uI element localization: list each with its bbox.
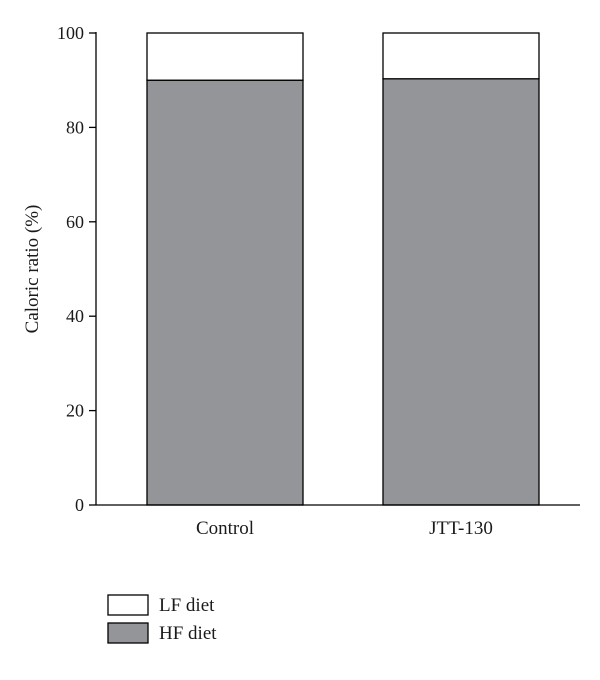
y-tick-label: 20	[66, 401, 84, 421]
y-tick-label: 80	[66, 117, 84, 137]
x-category-label: Control	[196, 518, 254, 539]
legend-label: LF diet	[159, 595, 215, 616]
y-tick-label: 100	[57, 23, 84, 43]
y-axis-label: Caloric ratio (%)	[22, 205, 43, 334]
bar-segment-lf-diet	[382, 32, 540, 80]
y-ticks-group: 0 20 40 60 80 100	[57, 23, 96, 515]
x-labels-group: Control JTT-130	[196, 518, 493, 539]
y-tick-label: 60	[66, 212, 84, 232]
bar-segment-lf-diet	[146, 32, 304, 81]
legend-swatch-lf-diet	[107, 594, 149, 616]
legend: LF diet HF diet	[107, 594, 217, 644]
legend-swatch-hf-diet	[107, 622, 149, 644]
bar-segment-hf-diet	[382, 78, 540, 506]
bar-segment-hf-diet	[146, 79, 304, 506]
y-tick-label: 40	[66, 306, 84, 326]
bars-group	[146, 32, 540, 506]
y-tick-label: 0	[75, 495, 84, 515]
legend-label: HF diet	[159, 623, 217, 644]
x-category-label: JTT-130	[429, 518, 493, 539]
